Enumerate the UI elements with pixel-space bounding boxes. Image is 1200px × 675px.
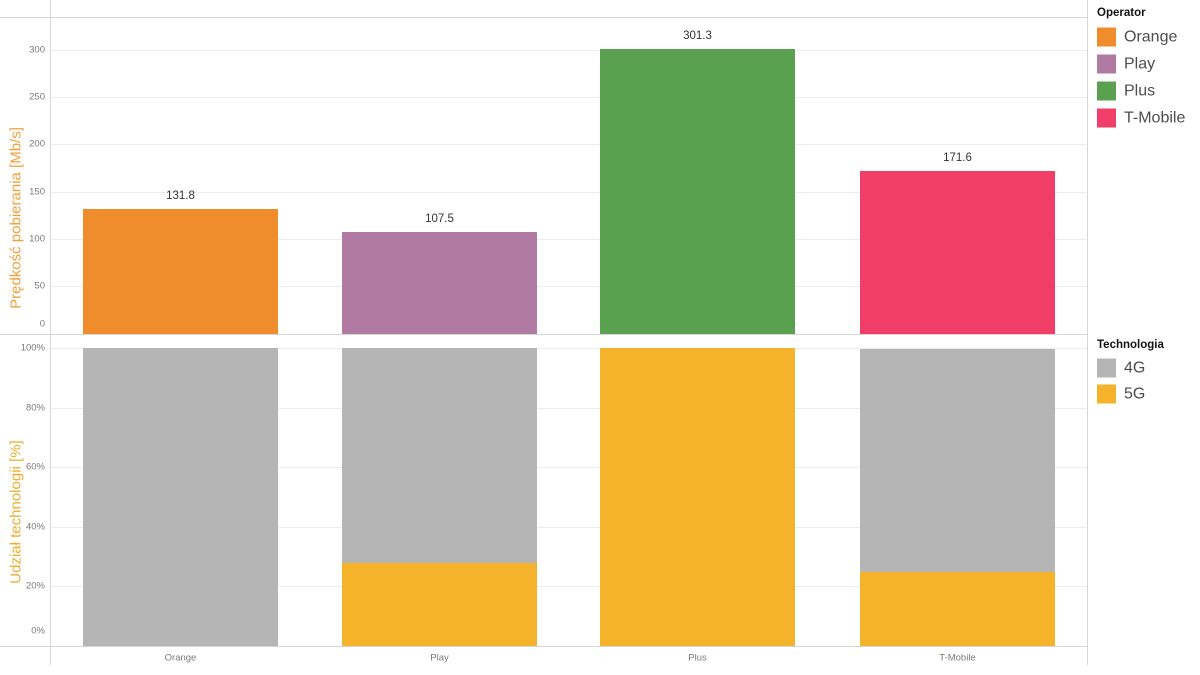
bar-value-label: 107.5 (425, 213, 454, 225)
legend-item-5g[interactable]: 5G (1097, 384, 1197, 404)
bar-plus[interactable] (600, 49, 795, 334)
plot-right-border (1087, 0, 1088, 665)
category-label-plus[interactable]: Plus (688, 652, 707, 664)
legend-item-t-mobile[interactable]: T-Mobile (1097, 108, 1197, 128)
legend-item-orange[interactable]: Orange (1097, 27, 1197, 47)
legend-item-4g[interactable]: 4G (1097, 358, 1197, 378)
y-tick-label: 40% (25, 521, 45, 533)
stack-segment-5g-t-mobile[interactable] (860, 572, 1055, 646)
y-tick-label: 50 (34, 280, 45, 292)
legend-item-play[interactable]: Play (1097, 54, 1197, 74)
gridline (51, 286, 1087, 287)
bar-value-label: 131.8 (166, 190, 195, 202)
stack-segment-4g-t-mobile[interactable] (860, 349, 1055, 572)
legend-swatch-icon (1097, 358, 1116, 378)
category-label-play[interactable]: Play (430, 652, 449, 664)
legend-swatch-icon (1097, 108, 1116, 128)
y-tick-label: 0 (39, 318, 45, 330)
panel-divider (0, 334, 1088, 335)
category-label-t-mobile[interactable]: T-Mobile (939, 652, 976, 664)
legend-item-label: Play (1124, 55, 1156, 72)
legend-item-label: 5G (1124, 385, 1146, 402)
y-tick-label: 20% (25, 580, 45, 592)
bar-value-label: 171.6 (943, 152, 972, 164)
stack-segment-5g-play[interactable] (342, 563, 537, 646)
legend-item-label: 4G (1124, 359, 1146, 376)
legend-swatch-icon (1097, 54, 1116, 74)
y-tick-label: 300 (29, 44, 45, 56)
legend-item-label: T-Mobile (1124, 109, 1186, 126)
gridline (51, 586, 1087, 587)
legend-item-label: Orange (1124, 28, 1178, 45)
gridline (51, 50, 1087, 51)
legend-title-operator: Operator (1097, 7, 1146, 19)
category-label-orange[interactable]: Orange (164, 652, 197, 664)
bar-t-mobile[interactable] (860, 171, 1055, 334)
legend-swatch-icon (1097, 27, 1116, 47)
gridline (51, 348, 1087, 349)
gridline (51, 144, 1087, 145)
legend-title-technologia: Technologia (1097, 339, 1164, 351)
legend-item-plus[interactable]: Plus (1097, 81, 1197, 101)
y-tick-label: 250 (29, 91, 45, 103)
y-tick-label: 150 (29, 186, 45, 198)
legend-swatch-icon (1097, 384, 1116, 404)
gridline (51, 467, 1087, 468)
plot-top-border (0, 17, 1088, 18)
bar-play[interactable] (342, 232, 537, 334)
legend-item-label: Plus (1124, 82, 1156, 99)
x-axis-line (0, 646, 1088, 647)
stack-segment-4g-orange[interactable] (83, 348, 278, 646)
y-axis-line (50, 0, 51, 665)
y-tick-label: 100% (20, 342, 45, 354)
y-tick-label: 200 (29, 138, 45, 150)
gridline (51, 527, 1087, 528)
stack-segment-4g-play[interactable] (342, 348, 537, 563)
y-tick-label: 80% (25, 402, 45, 414)
y-tick-label: 0% (31, 625, 45, 637)
y-tick-label: 60% (25, 461, 45, 473)
stack-segment-5g-plus[interactable] (600, 348, 795, 646)
bar-value-label: 301.3 (683, 30, 712, 42)
gridline (51, 408, 1087, 409)
bar-orange[interactable] (83, 209, 278, 334)
y-tick-label: 100 (29, 233, 45, 245)
legend-swatch-icon (1097, 81, 1116, 101)
gridline (51, 192, 1087, 193)
gridline (51, 97, 1087, 98)
gridline (51, 239, 1087, 240)
